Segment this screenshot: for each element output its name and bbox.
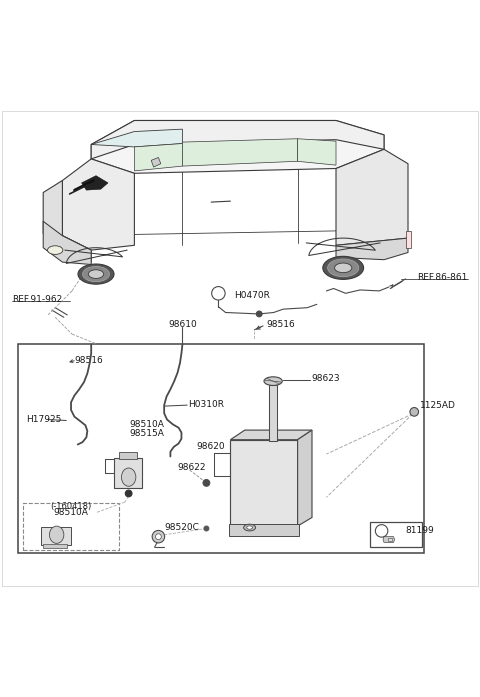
Bar [43, 544, 67, 548]
Circle shape [156, 534, 161, 539]
Bar [119, 452, 137, 459]
Ellipse shape [49, 526, 64, 544]
Polygon shape [62, 159, 134, 250]
Text: a: a [379, 526, 384, 535]
Text: (-160418): (-160418) [50, 502, 92, 511]
Polygon shape [182, 139, 298, 166]
Bar [388, 538, 392, 541]
Polygon shape [82, 176, 108, 190]
Polygon shape [91, 121, 384, 159]
Text: 98610: 98610 [168, 319, 197, 328]
Polygon shape [134, 144, 182, 171]
Text: 98520C: 98520C [164, 523, 199, 532]
Polygon shape [269, 385, 277, 441]
Polygon shape [298, 139, 336, 165]
Polygon shape [114, 458, 142, 488]
Polygon shape [298, 430, 312, 526]
Polygon shape [336, 149, 408, 245]
Polygon shape [383, 537, 395, 542]
Ellipse shape [327, 259, 359, 277]
Text: 81199: 81199 [406, 526, 434, 535]
Text: H0310R: H0310R [188, 400, 224, 409]
Ellipse shape [48, 246, 63, 254]
Polygon shape [230, 430, 312, 440]
Circle shape [203, 480, 210, 487]
Polygon shape [151, 158, 161, 167]
Polygon shape [43, 181, 91, 262]
Circle shape [410, 408, 419, 416]
Circle shape [204, 526, 209, 531]
Bar [23, 503, 119, 550]
Ellipse shape [88, 270, 104, 278]
Polygon shape [230, 440, 298, 526]
Text: 1125AD: 1125AD [420, 401, 456, 410]
Polygon shape [336, 238, 408, 260]
Text: 98510A: 98510A [130, 420, 165, 429]
Text: 98515A: 98515A [130, 429, 165, 438]
Ellipse shape [247, 526, 252, 529]
Circle shape [212, 286, 225, 300]
Ellipse shape [121, 468, 136, 487]
Ellipse shape [83, 266, 109, 282]
Text: 98516: 98516 [266, 319, 295, 328]
Ellipse shape [78, 264, 114, 284]
Ellipse shape [264, 377, 282, 385]
Circle shape [152, 530, 165, 543]
Text: a: a [216, 289, 221, 298]
Ellipse shape [335, 263, 352, 273]
Text: 98623: 98623 [311, 374, 340, 383]
Text: H0470R: H0470R [234, 291, 270, 300]
Circle shape [125, 490, 132, 497]
Polygon shape [41, 527, 71, 545]
Text: REF.86-861: REF.86-861 [418, 273, 468, 282]
Text: REF.91-962: REF.91-962 [12, 295, 62, 304]
Text: 98620: 98620 [196, 443, 225, 452]
Text: 98510A: 98510A [54, 508, 88, 517]
Bar [229, 523, 299, 536]
Ellipse shape [244, 524, 256, 531]
Polygon shape [91, 121, 384, 174]
Circle shape [375, 525, 388, 537]
Polygon shape [43, 222, 91, 264]
Ellipse shape [323, 256, 364, 279]
Bar [370, 522, 422, 547]
Circle shape [256, 311, 262, 317]
Text: 98622: 98622 [178, 463, 206, 472]
Bar [406, 231, 411, 247]
Text: H17925: H17925 [26, 415, 62, 424]
Polygon shape [91, 129, 182, 147]
Text: 98516: 98516 [74, 356, 103, 365]
Bar [18, 344, 424, 553]
